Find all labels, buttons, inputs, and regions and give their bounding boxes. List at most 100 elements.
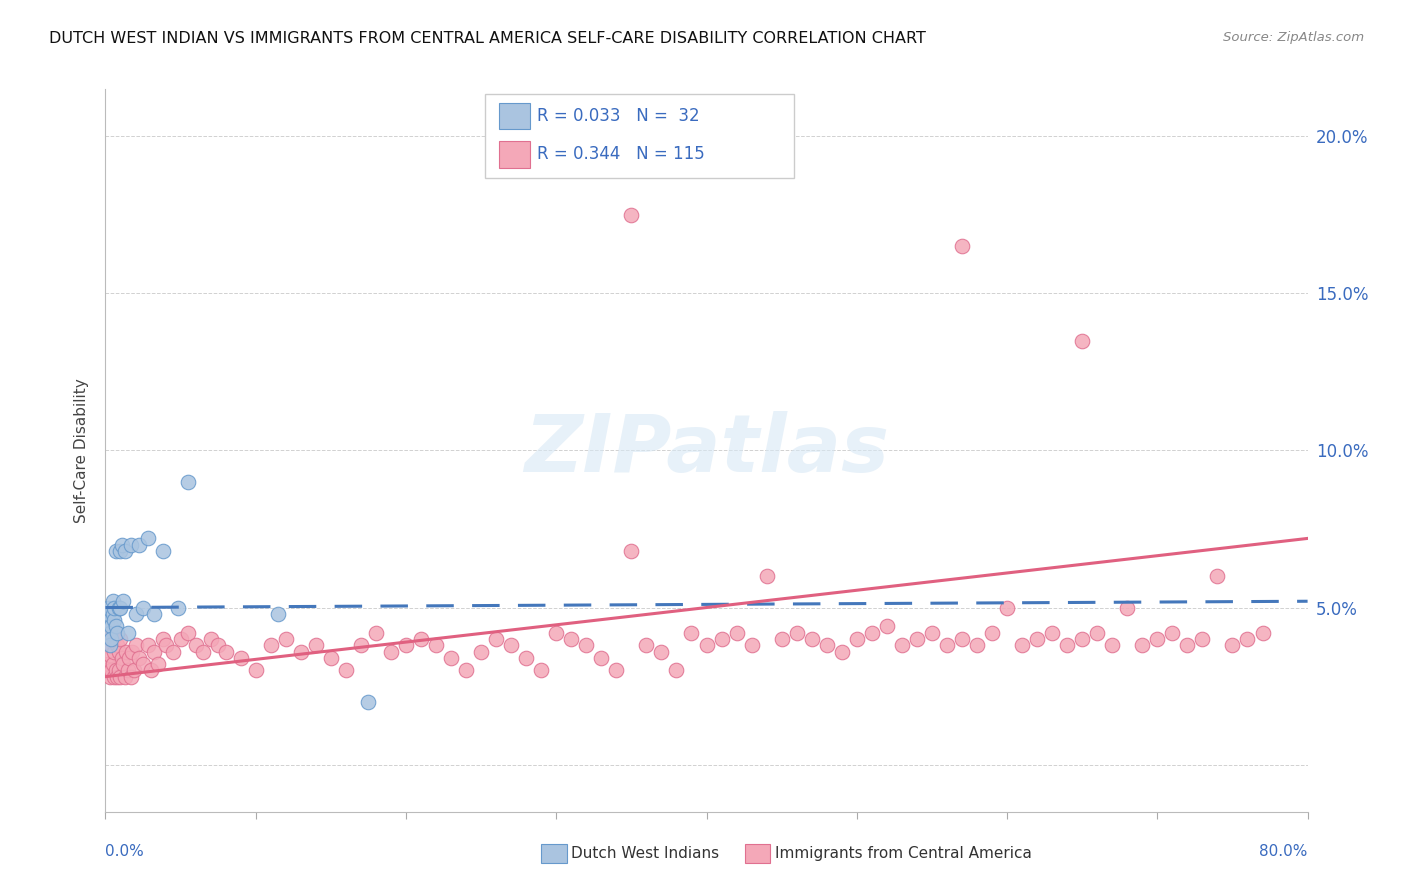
Point [103, 600, 125, 615]
Point [515, 650, 537, 665]
Point [98, 638, 121, 652]
Point [108, 644, 131, 658]
Point [229, 650, 252, 665]
Point [136, 638, 159, 652]
Point [890, 638, 912, 652]
Text: Dutch West Indians: Dutch West Indians [571, 847, 718, 861]
Point [169, 632, 191, 646]
Point [995, 600, 1018, 615]
Point [122, 664, 145, 678]
Point [1191, 632, 1213, 646]
Point [267, 607, 290, 621]
Point [111, 538, 134, 552]
Point [124, 607, 146, 621]
Point [274, 632, 297, 646]
Point [950, 239, 973, 253]
Text: 80.0%: 80.0% [1260, 845, 1308, 859]
Point [335, 664, 357, 678]
Point [591, 650, 613, 665]
Point [485, 632, 508, 646]
Point [132, 657, 155, 671]
Point [155, 638, 177, 652]
Point [620, 544, 643, 558]
Point [786, 625, 808, 640]
Point [1130, 638, 1153, 652]
Point [305, 638, 328, 652]
Point [184, 638, 207, 652]
Point [207, 638, 229, 652]
Point [114, 670, 136, 684]
Point [101, 657, 124, 671]
Point [319, 650, 342, 665]
Point [1236, 632, 1258, 646]
Point [120, 538, 142, 552]
Point [260, 638, 283, 652]
Point [770, 632, 793, 646]
Point [1175, 638, 1198, 652]
Point [364, 625, 387, 640]
Point [98, 625, 121, 640]
Point [200, 632, 222, 646]
Point [214, 644, 236, 658]
Point [1071, 632, 1094, 646]
Point [1056, 638, 1078, 652]
Text: ZIPatlas: ZIPatlas [524, 411, 889, 490]
Point [111, 650, 134, 665]
Point [108, 664, 131, 678]
Point [191, 644, 214, 658]
Text: 0.0%: 0.0% [105, 845, 145, 859]
Point [96, 664, 118, 678]
Point [860, 625, 883, 640]
Point [108, 600, 131, 615]
Point [1251, 625, 1274, 640]
Text: R = 0.033   N =  32: R = 0.033 N = 32 [537, 107, 700, 125]
Point [97, 600, 120, 615]
Point [1071, 334, 1094, 348]
Point [1222, 638, 1244, 652]
Text: DUTCH WEST INDIAN VS IMMIGRANTS FROM CENTRAL AMERICA SELF-CARE DISABILITY CORREL: DUTCH WEST INDIAN VS IMMIGRANTS FROM CEN… [49, 31, 927, 46]
Point [98, 670, 121, 684]
Text: Immigrants from Central America: Immigrants from Central America [775, 847, 1032, 861]
Point [162, 644, 184, 658]
Point [96, 616, 118, 631]
Point [97, 607, 120, 621]
Point [710, 632, 733, 646]
Point [357, 695, 380, 709]
Point [1206, 569, 1229, 583]
Point [117, 625, 139, 640]
Point [1011, 638, 1033, 652]
Point [650, 644, 672, 658]
Point [454, 664, 477, 678]
Point [128, 650, 150, 665]
Point [501, 638, 523, 652]
Point [103, 670, 125, 684]
Point [1026, 632, 1049, 646]
Point [1161, 625, 1184, 640]
Point [132, 600, 155, 615]
Point [107, 670, 129, 684]
Point [409, 632, 432, 646]
Point [905, 632, 928, 646]
Point [117, 664, 139, 678]
Point [136, 532, 159, 546]
Point [290, 644, 312, 658]
Point [118, 650, 141, 665]
Text: Source: ZipAtlas.com: Source: ZipAtlas.com [1223, 31, 1364, 45]
Point [1101, 638, 1123, 652]
Point [100, 638, 122, 652]
Point [110, 632, 132, 646]
Point [1146, 632, 1168, 646]
Point [350, 638, 373, 652]
Point [104, 544, 127, 558]
Point [177, 625, 200, 640]
Point [725, 625, 748, 640]
Point [546, 625, 568, 640]
Point [114, 544, 136, 558]
Point [530, 664, 553, 678]
Point [575, 638, 598, 652]
Point [115, 644, 138, 658]
Point [98, 648, 121, 662]
Point [97, 632, 120, 646]
Point [177, 475, 200, 489]
Point [100, 664, 122, 678]
